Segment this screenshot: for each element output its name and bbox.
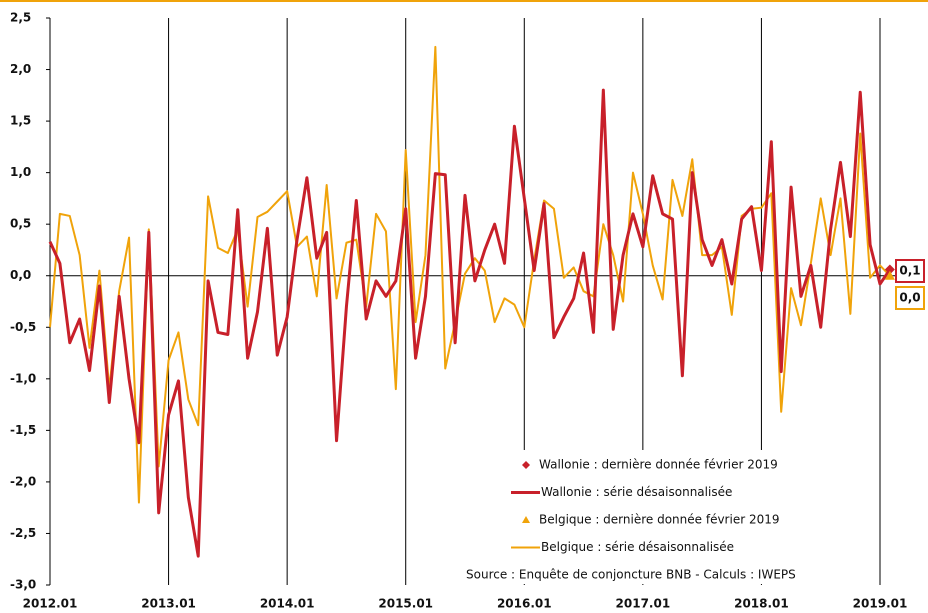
value-box	[895, 286, 925, 310]
x-tick-label: 2017.01	[616, 597, 671, 611]
legend-label: Belgique : dernière donnée février 2019	[539, 513, 780, 527]
y-tick-label: 0,5	[10, 217, 31, 231]
y-tick-label: -2,0	[10, 474, 36, 488]
legend-box	[465, 450, 875, 584]
y-tick-label: -1,5	[10, 423, 36, 437]
legend-label: Belgique : série désaisonnalisée	[541, 540, 734, 554]
x-tick-label: 2014.01	[260, 597, 315, 611]
y-tick-label: 1,0	[10, 165, 31, 179]
y-tick-label: -0,5	[10, 320, 36, 334]
y-tick-label: 0,0	[10, 268, 31, 282]
value-box	[895, 259, 925, 283]
x-tick-label: 2019.01	[853, 597, 908, 611]
value-label: 0,1	[899, 264, 920, 278]
y-tick-label: 2,0	[10, 62, 31, 76]
marker	[884, 270, 895, 280]
y-tick-label: 2,5	[10, 11, 31, 25]
marker	[884, 264, 895, 275]
series-line	[49, 45, 891, 504]
legend-label: Wallonie : dernière donnée février 2019	[539, 458, 778, 472]
x-tick-label: 2016.01	[497, 597, 552, 611]
y-tick-label: -3,0	[10, 578, 36, 592]
legend-marker	[522, 461, 530, 469]
x-tick-label: 2015.01	[378, 597, 433, 611]
legend-marker	[522, 516, 530, 523]
x-tick-label: 2018.01	[734, 597, 789, 611]
y-tick-label: -1,0	[10, 371, 36, 385]
x-tick-label: 2012.01	[23, 597, 78, 611]
value-label: 0,0	[899, 291, 920, 305]
legend-label: Wallonie : série désaisonnalisée	[541, 485, 732, 499]
y-tick-label: 1,5	[10, 114, 31, 128]
series-line	[48, 88, 892, 558]
y-tick-label: -2,5	[10, 526, 36, 540]
source: Source : Enquête de conjoncture BNB - Ca…	[466, 568, 796, 582]
x-tick-label: 2013.01	[141, 597, 196, 611]
